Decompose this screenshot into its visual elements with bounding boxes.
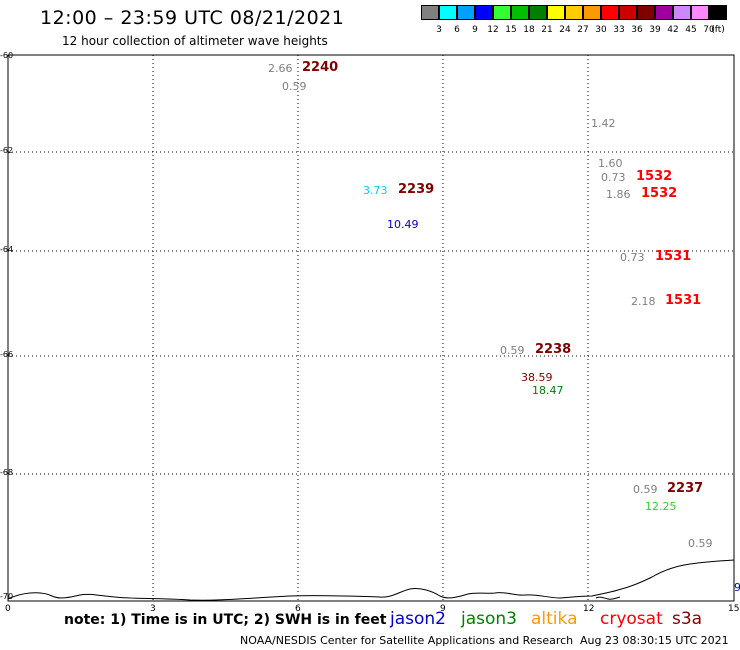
lon-label-0: 0 [5,604,11,614]
swh-label: 2.18 [631,295,656,308]
coastline-islet [595,596,621,600]
legend-tick-label: 21 [541,25,553,35]
legend-swatch [475,5,493,20]
satellite-label-s3a: s3a [672,609,703,629]
pass-time-label: 1532 [641,186,678,201]
lat-label-62: -62 [0,146,14,155]
swh-label: 10.49 [387,218,419,231]
legend-swatch [457,5,475,20]
legend-tick-label: 15 [505,25,517,35]
legend-tick-label: 42 [667,25,679,35]
coastline [7,559,735,601]
swh-label: 18.47 [532,384,564,397]
legend-tick-label: 24 [559,25,571,35]
legend-swatch [511,5,529,20]
legend-swatch [547,5,565,20]
swh-label: 2.66 [268,62,293,75]
map-frame [7,54,735,602]
lat-label-60: -60 [0,51,14,60]
legend-swatch [709,5,727,20]
satellite-label-altika: altika [531,609,578,629]
swh-label: 1.42 [591,117,616,130]
legend-tick-label: 6 [454,25,460,35]
latitude-gridlines [8,151,734,475]
legend-swatch [601,5,619,20]
legend-tick-label: 39 [649,25,661,35]
satellite-label-cryosat: cryosat [600,609,663,629]
pass-time-label: 1531 [665,293,702,308]
lon-label-15: 15 [728,604,740,614]
swh-label: 0.59 [633,483,658,496]
pass-time-label: 1532 [636,169,673,184]
longitude-gridlines [152,55,589,601]
lon-label-9: 9 [440,604,446,614]
legend-tick-label: 12 [487,25,499,35]
legend-tick-label: 45 [685,25,697,35]
legend-tick-label: 36 [631,25,643,35]
legend-tick-label: 33 [613,25,625,35]
legend-swatch [673,5,691,20]
pass-time-label: 2239 [398,182,435,197]
credit-line: NOAA/NESDIS Center for Satellite Applica… [240,634,574,647]
legend-swatch [655,5,673,20]
swh-label: 38.59 [521,371,553,384]
swh-label: 0.73 [601,171,626,184]
swh-label: 0.59 [282,80,307,93]
swh-label: 12.25 [645,500,677,513]
swh-label: 1.86 [606,188,631,201]
swh-label: 3.73 [363,184,388,197]
pass-time-label: 2237 [667,481,704,496]
swh-label: 0.73 [620,251,645,264]
legend-swatch [637,5,655,20]
legend-tick-label: 9 [472,25,478,35]
legend-tick-label: 70 [703,25,715,35]
legend-swatch [619,5,637,20]
lon-label-6: 6 [295,604,301,614]
pass-time-label: 2238 [535,342,572,357]
lon-label-3: 3 [150,604,156,614]
legend-swatch [529,5,547,20]
swh-label: 0.59 [688,537,713,550]
legend-swatch [691,5,709,20]
lat-label-64: -64 [0,245,14,254]
legend-swatch [493,5,511,20]
lat-label-70: -70 [0,592,14,601]
legend-tick-label: 3 [436,25,442,35]
legend-swatch [565,5,583,20]
units-note: note: 1) Time is in UTC; 2) SWH is in fe… [64,612,387,628]
legend-tick-label: 18 [523,25,535,35]
lon-label-12: 12 [583,604,595,614]
legend-swatch [439,5,457,20]
satellite-label-jason3: jason3 [461,609,517,629]
pass-time-label: 1531 [655,249,692,264]
page-subtitle: 12 hour collection of altimeter wave hei… [62,34,328,48]
lat-label-66: -66 [0,350,14,359]
swh-label: 1.60 [598,157,623,170]
legend-swatch [421,5,439,20]
legend-tick-label: 27 [577,25,589,35]
legend-tick-label: 30 [595,25,607,35]
lat-label-68: -68 [0,468,14,477]
legend-tick-label: (ft) [711,25,725,35]
generation-timestamp: Aug 23 08:30:15 UTC 2021 [580,634,729,647]
pass-time-label: 2240 [302,60,339,75]
page-title: 12:00 – 23:59 UTC 08/21/2021 [40,7,345,29]
swh-label: 9 [734,581,740,594]
legend-swatch [583,5,601,20]
satellite-label-jason2: jason2 [390,609,446,629]
swh-label: 0.59 [500,344,525,357]
